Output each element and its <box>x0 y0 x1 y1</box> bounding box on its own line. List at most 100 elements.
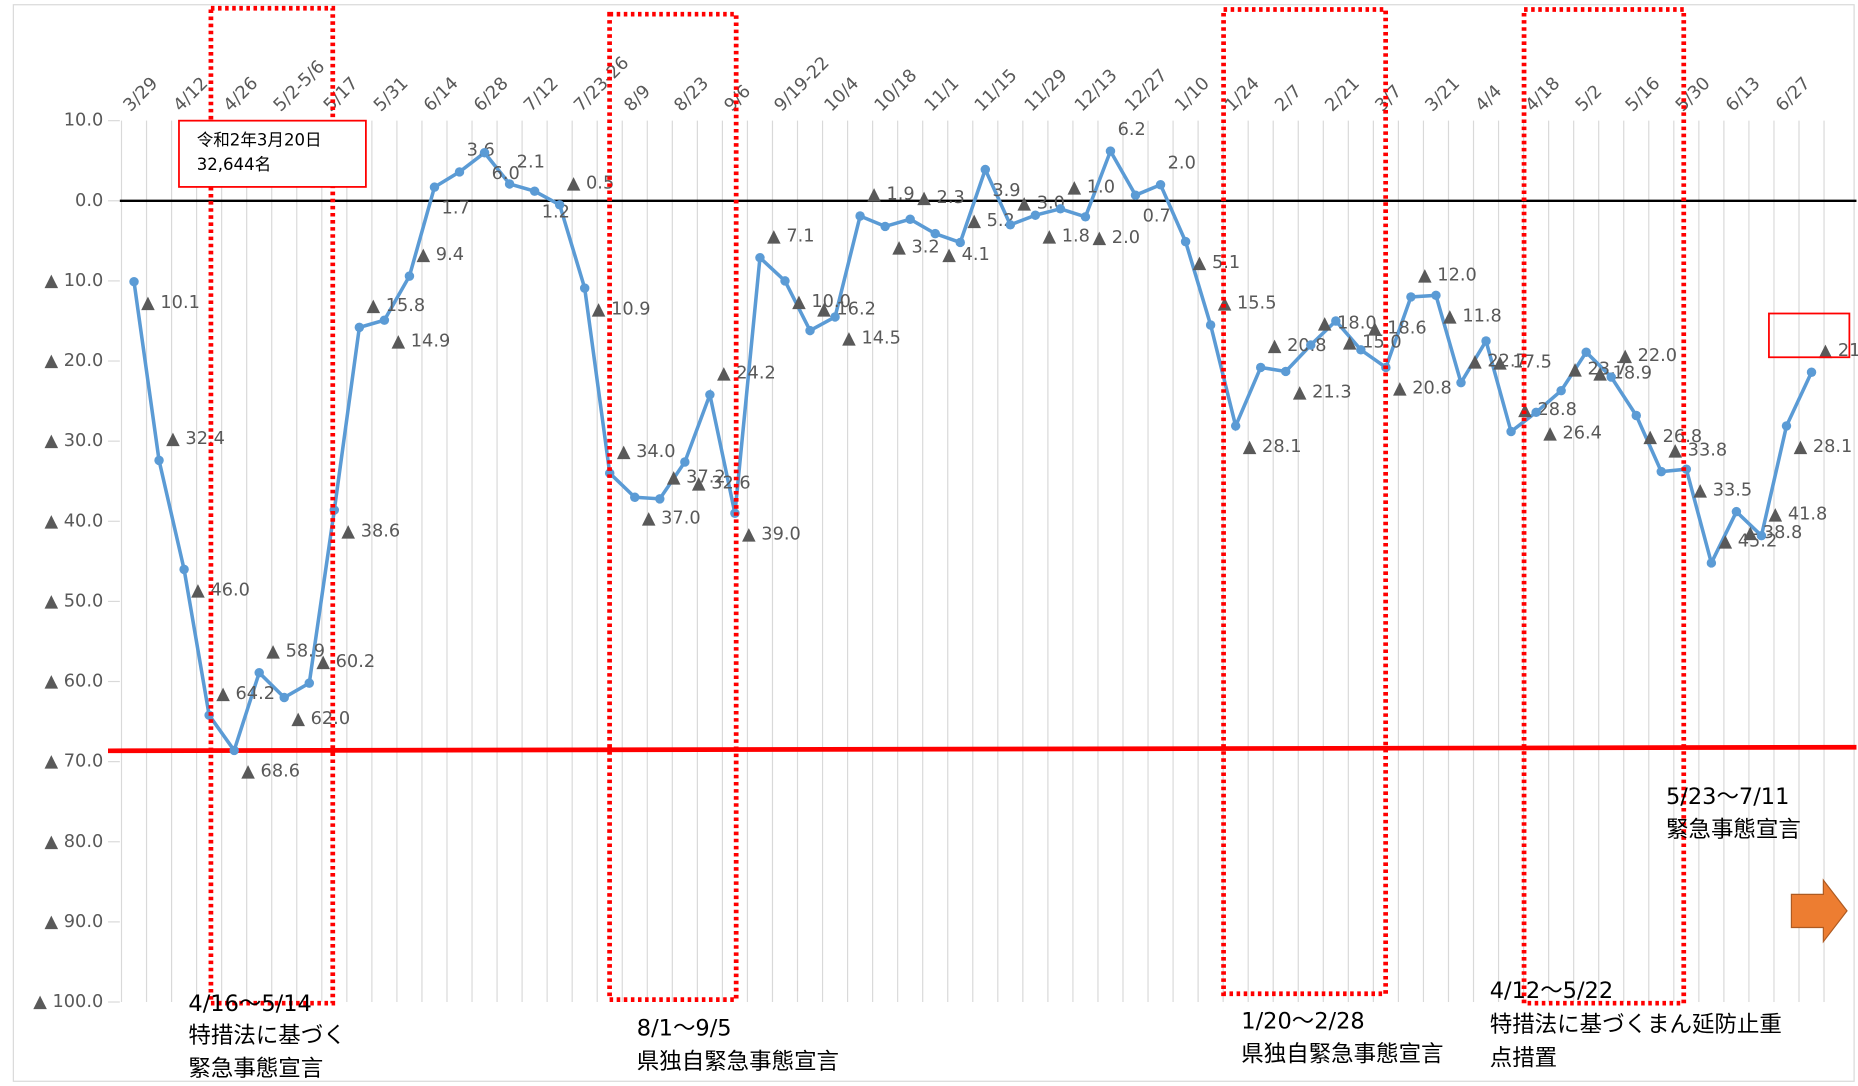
y-tick-label: ▲ 10.0 <box>44 271 103 291</box>
data-point <box>1080 212 1091 222</box>
data-point <box>1731 506 1742 517</box>
period-label: 1/20～2/28 <box>1241 1009 1364 1035</box>
period-label: 特措法に基づくまん延防止重 <box>1490 1012 1782 1038</box>
note-text: 令和2年3月20日 <box>197 130 322 149</box>
data-label: ▲ 9.4 <box>417 245 464 265</box>
data-label: ▲ 32.6 <box>692 473 751 493</box>
data-point <box>1406 292 1416 302</box>
data-point <box>1556 385 1566 396</box>
period-label: 県独自緊急事態宣言 <box>637 1049 839 1075</box>
data-label: ▲ 28.1 <box>1794 437 1853 457</box>
data-label: ▲ 20.8 <box>1393 379 1452 399</box>
data-point <box>1506 426 1516 437</box>
data-label: ▲ 12.0 <box>1418 266 1477 286</box>
data-label: ▲ 2.3 <box>917 188 964 208</box>
data-label: ▲ 1.9 <box>867 185 914 205</box>
data-label: ▲ 34.0 <box>617 442 676 462</box>
period-box <box>1221 7 1389 997</box>
data-point <box>1030 210 1041 220</box>
data-label: ▲ 1.8 <box>1042 227 1089 247</box>
data-point <box>229 745 239 756</box>
period-label: 4/16～5/14 <box>188 991 311 1017</box>
data-label: ▲ 10.1 <box>141 293 200 313</box>
data-label: ▲ 26.4 <box>1543 424 1602 444</box>
data-label: ▲ 39.0 <box>742 525 801 545</box>
data-point <box>1055 204 1066 214</box>
data-label: ▲ 20.8 <box>1268 336 1327 356</box>
data-label: ▲ 4.1 <box>942 245 989 265</box>
data-point <box>429 182 440 192</box>
period-box <box>1521 7 1687 1006</box>
data-label: ▲ 3.0 <box>1017 194 1064 214</box>
data-label: ▲ 18.9 <box>1593 364 1652 384</box>
data-point <box>780 276 790 286</box>
data-label: 2.1 <box>517 153 545 173</box>
data-label: ▲ 16.2 <box>817 299 876 319</box>
data-point <box>1205 320 1216 330</box>
data-label: ▲ 21.4 <box>1819 341 1858 361</box>
data-label: ▲ 21.3 <box>1293 383 1352 403</box>
period-label: 4/12～5/22 <box>1490 978 1613 1004</box>
data-label: ▲ 10.0 <box>792 292 851 312</box>
y-tick-label: ▲ 90.0 <box>44 912 103 932</box>
data-label: ▲ 37.0 <box>642 509 701 529</box>
data-line <box>132 146 1814 755</box>
data-point <box>1531 407 1541 418</box>
data-point <box>554 200 565 210</box>
data-point <box>1481 336 1491 346</box>
data-point <box>1180 236 1191 247</box>
data-label: ▲ 18.6 <box>1368 319 1427 339</box>
data-label: ▲ 14.5 <box>842 328 901 348</box>
note-text: 32,644名 <box>197 155 271 174</box>
data-point <box>179 564 189 575</box>
y-tick-label: ▲ 70.0 <box>44 752 103 772</box>
data-point <box>1781 421 1792 431</box>
data-point <box>630 492 640 502</box>
y-tick-label: ▲ 60.0 <box>44 672 103 692</box>
data-label: ▲ 33.5 <box>1693 480 1752 500</box>
data-label: ▲ 28.8 <box>1518 400 1577 420</box>
data-label: 1.7 <box>442 198 470 218</box>
reference-line <box>107 744 1857 754</box>
data-point <box>354 322 365 333</box>
data-label: 0.7 <box>1143 206 1171 226</box>
period-label: 特措法に基づく <box>188 1023 345 1049</box>
data-point <box>955 237 965 248</box>
y-tick-label: ▲ 80.0 <box>44 832 103 852</box>
data-label: ▲ 41.8 <box>1769 504 1828 524</box>
y-tick-label: ▲ 20.0 <box>44 351 103 371</box>
data-label: ▲ 5.2 <box>967 211 1014 231</box>
data-label: ▲ 60.2 <box>316 652 375 672</box>
data-point <box>1656 466 1667 477</box>
data-label: ▲ 11.8 <box>1443 307 1502 327</box>
data-label: ▲ 62.0 <box>291 709 350 729</box>
data-label: ▲ 32.4 <box>166 429 225 449</box>
data-point <box>1105 146 1116 156</box>
period-label: 緊急事態宣言 <box>1666 817 1801 843</box>
data-point <box>1456 377 1466 388</box>
data-point <box>1230 421 1241 431</box>
data-point <box>805 325 815 336</box>
data-label: ▲ 0.5 <box>567 174 614 194</box>
data-point <box>680 457 690 467</box>
data-label: ▲ 33.8 <box>1668 440 1727 460</box>
data-label: ▲ 64.2 <box>216 684 275 704</box>
data-point <box>1356 345 1366 355</box>
data-point <box>1281 366 1291 377</box>
data-point <box>1130 190 1141 200</box>
period-label: 点措置 <box>1490 1045 1557 1071</box>
data-label: ▲ 24.2 <box>717 363 776 383</box>
data-label: 2.0 <box>1168 153 1196 173</box>
data-point <box>905 214 915 224</box>
data-point <box>1155 180 1166 190</box>
data-label: ▲ 1.0 <box>1068 178 1115 198</box>
data-label: ▲ 15.8 <box>366 296 425 316</box>
data-point <box>254 667 264 678</box>
data-label: ▲ 38.8 <box>1744 523 1803 543</box>
data-point <box>880 221 890 232</box>
data-point <box>129 276 139 287</box>
data-point <box>755 252 765 263</box>
data-point <box>1756 530 1767 541</box>
data-point <box>1606 372 1616 382</box>
data-label: 6.2 <box>1118 120 1146 140</box>
